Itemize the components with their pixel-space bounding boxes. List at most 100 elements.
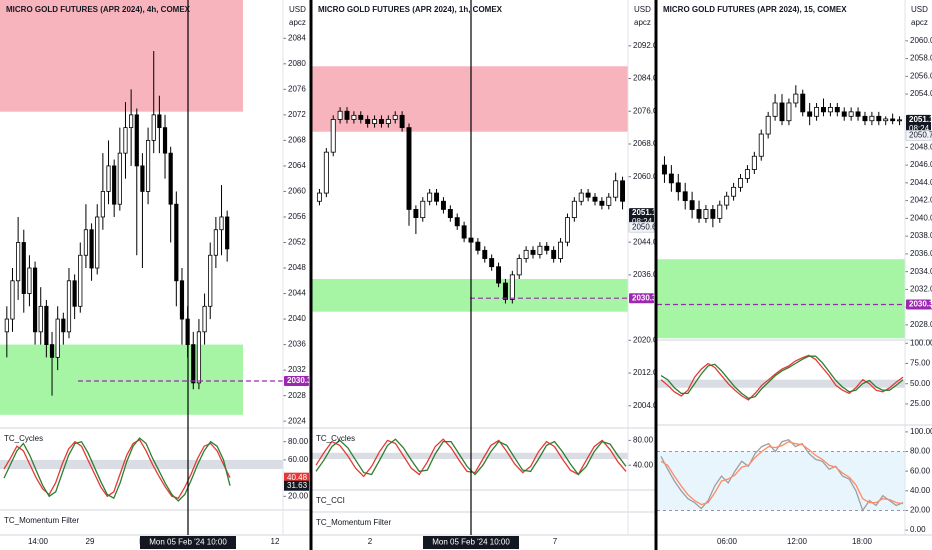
candle-body — [440, 200, 446, 210]
price-tick-label: 2068 — [288, 135, 306, 144]
price-tick-label: 2044.0 — [633, 237, 658, 246]
price-tick-label: 2042.0 — [910, 196, 932, 205]
price-tick-label: 2020.0 — [633, 335, 658, 344]
candle-body — [606, 196, 612, 206]
candle-body — [855, 111, 861, 117]
time-label: 12:00 — [787, 537, 808, 546]
candle-body — [112, 165, 117, 205]
candle-body — [44, 305, 49, 345]
currency: USD — [634, 5, 651, 14]
time-label: 18:00 — [852, 537, 873, 546]
indicator-tick-label: 100.00 — [910, 427, 932, 436]
price-tick-label: 2028 — [288, 391, 306, 400]
indicator-tick-label: 50.00 — [910, 379, 931, 388]
candle-body — [454, 217, 460, 227]
candle-body — [191, 344, 196, 384]
candle-body — [129, 114, 134, 129]
zone — [312, 278, 628, 312]
indicator-tick-label: 40.00 — [910, 486, 931, 495]
candle-body — [330, 119, 336, 153]
currency: USD — [911, 5, 928, 14]
prev-close-bg — [905, 130, 932, 141]
candle-body — [592, 196, 598, 202]
candle-body — [66, 280, 72, 333]
candle-body — [157, 114, 162, 129]
price-tick-label: 2052 — [288, 238, 306, 247]
prev-close: 2050.7 — [909, 131, 932, 140]
candle-body — [689, 200, 695, 210]
candle-body — [537, 245, 543, 255]
candle-body — [558, 241, 564, 259]
price-tick-label: 2004.0 — [633, 401, 658, 410]
indicator-band — [657, 379, 905, 388]
candle-body — [38, 305, 43, 333]
crosshair-time-bg — [423, 536, 519, 549]
candle-body — [168, 152, 173, 205]
candle-body — [544, 245, 550, 251]
time-label: 12 — [271, 537, 280, 546]
price-tick-label: 2044 — [288, 289, 306, 298]
candle-body — [225, 216, 230, 250]
price-tick-label: 2046.0 — [910, 160, 932, 169]
candle-body — [489, 258, 495, 268]
price-tick-label: 2072 — [288, 110, 306, 119]
price-tick-label: 2076.0 — [633, 106, 658, 115]
candle-body — [95, 216, 100, 269]
chart-title: MICRO GOLD FUTURES (APR 2024), 4h, COMEX — [6, 5, 191, 14]
price-tick-label: 2092.0 — [633, 41, 658, 50]
indicator-line — [660, 355, 904, 400]
indicator-last-bg — [284, 480, 309, 491]
candle-body — [620, 180, 626, 202]
indicator-band — [312, 452, 628, 459]
indicator-line — [3, 437, 231, 502]
candle-body — [213, 229, 218, 256]
price-tick-label: 2028.0 — [910, 320, 932, 329]
candle-body — [16, 242, 21, 282]
candle-body — [772, 102, 778, 117]
prev-close-bg — [628, 221, 655, 233]
price-tick-label: 2024 — [288, 416, 306, 425]
candle-body — [27, 267, 32, 294]
candle-body — [219, 216, 224, 231]
price-tick-label: 2080 — [288, 59, 306, 68]
candle-body — [668, 173, 674, 184]
candle-body — [140, 165, 145, 192]
candle-body — [162, 127, 168, 154]
candle-body — [848, 111, 854, 117]
candle-body — [758, 133, 764, 157]
candle-body — [406, 127, 412, 210]
indicator-band — [657, 451, 905, 511]
last-price: 2051.1 — [909, 115, 932, 124]
pane-title: TC_Cycles — [4, 434, 43, 443]
candle-body — [599, 200, 605, 206]
candle-body — [551, 249, 557, 259]
candle-body — [682, 191, 688, 202]
candle-body — [786, 102, 792, 122]
candle-body — [427, 192, 433, 202]
candle-body — [807, 111, 813, 117]
price-tick-label: 2054.0 — [910, 89, 932, 98]
candle-body — [385, 119, 391, 124]
candle-body — [862, 115, 868, 122]
time-label: 06:00 — [717, 537, 738, 546]
candle-body — [196, 331, 202, 384]
chart-title: MICRO GOLD FUTURES (APR 2024), 15, COMEX — [663, 5, 847, 14]
candle-body — [344, 110, 350, 120]
candle-body — [765, 115, 771, 135]
candle-body — [509, 274, 515, 300]
indicator-last-bg — [284, 472, 309, 483]
price-tick-label: 2068.0 — [633, 139, 658, 148]
candle-body — [78, 254, 83, 307]
candle-body — [703, 209, 709, 219]
price-tick-label: 2060 — [288, 187, 306, 196]
time-label: 2 — [368, 537, 373, 546]
crosshair-time: Mon 05 Feb '24 10:00 — [149, 538, 227, 547]
price-tick-label: 2048 — [288, 263, 306, 272]
candle-body — [731, 186, 737, 197]
zone — [0, 0, 243, 112]
level-label-bg — [284, 375, 309, 386]
indicator-tick-label: 75.00 — [910, 359, 931, 368]
candle-body — [841, 111, 847, 117]
price-tick-label: 2044.0 — [910, 178, 932, 187]
candle-body — [675, 182, 681, 193]
